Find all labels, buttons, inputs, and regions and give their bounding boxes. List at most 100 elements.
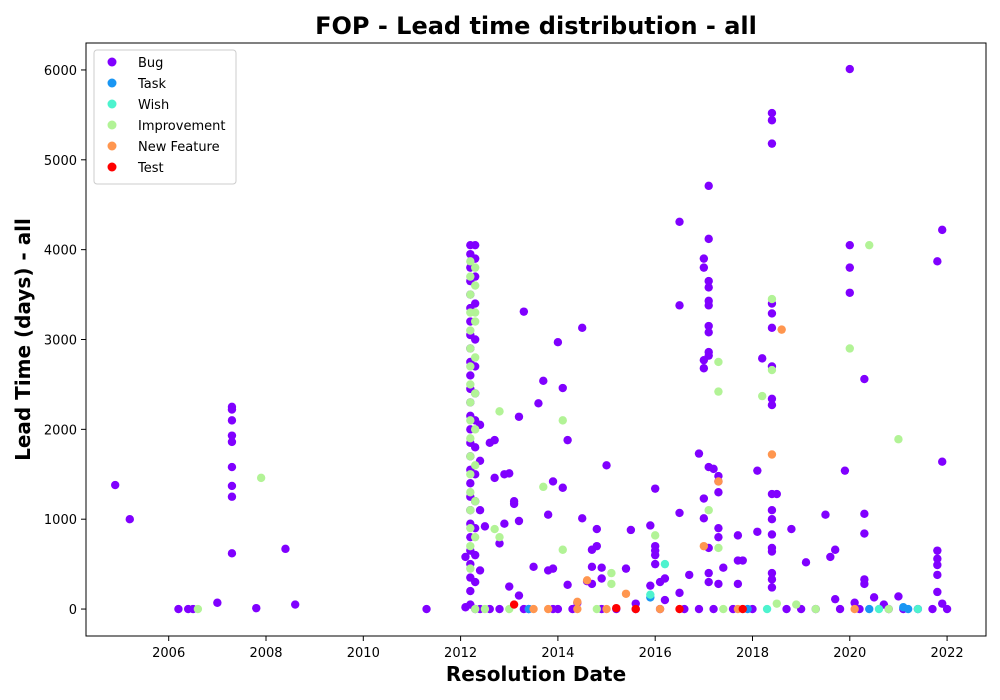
data-point <box>660 574 670 583</box>
data-point <box>767 294 777 304</box>
data-point <box>753 527 762 536</box>
data-point <box>466 326 475 335</box>
legend-marker <box>107 57 117 67</box>
data-point <box>466 344 475 353</box>
data-point <box>704 283 713 292</box>
data-point <box>767 400 777 410</box>
data-point <box>646 521 655 530</box>
x-tick-label: 2018 <box>736 646 769 661</box>
data-point <box>227 416 237 425</box>
data-point <box>539 376 548 386</box>
data-point <box>582 576 592 585</box>
data-point <box>767 309 777 318</box>
data-point <box>933 560 942 570</box>
data-point <box>227 462 237 472</box>
data-point <box>495 407 504 416</box>
data-point <box>227 431 237 440</box>
data-point <box>928 604 937 614</box>
data-point <box>699 494 709 503</box>
data-point <box>470 443 480 452</box>
data-point <box>573 597 582 607</box>
data-point <box>466 290 475 299</box>
data-point <box>913 604 923 614</box>
data-point <box>650 559 660 569</box>
data-point <box>461 552 470 562</box>
data-point <box>719 563 728 572</box>
data-point <box>227 481 237 491</box>
x-tick-label: 2022 <box>931 646 964 661</box>
data-point <box>660 559 670 569</box>
series-improvement <box>193 240 903 614</box>
data-point <box>758 391 767 401</box>
data-point <box>704 577 713 587</box>
data-point <box>704 328 713 337</box>
data-point <box>699 254 709 263</box>
data-point <box>714 387 723 396</box>
data-point <box>290 600 300 609</box>
data-point <box>558 545 567 554</box>
data-point <box>772 599 782 608</box>
data-point <box>704 506 713 515</box>
data-point <box>714 579 723 589</box>
data-point <box>495 532 504 542</box>
data-point <box>470 389 480 398</box>
data-point <box>767 139 777 148</box>
legend-marker <box>107 78 117 88</box>
data-point <box>850 604 859 614</box>
data-point <box>704 301 713 310</box>
data-point <box>738 604 747 614</box>
data-point <box>675 301 684 310</box>
y-tick-label: 4000 <box>44 244 77 259</box>
data-point <box>753 466 762 475</box>
data-point <box>466 586 475 596</box>
data-point <box>660 595 670 605</box>
data-point <box>845 64 854 74</box>
data-point <box>466 272 475 281</box>
data-point <box>840 466 850 475</box>
legend-label: Task <box>137 77 167 92</box>
data-point <box>719 604 728 614</box>
data-point <box>865 604 874 614</box>
data-point <box>558 416 567 425</box>
legend-label: Test <box>137 161 164 176</box>
data-point <box>470 550 480 560</box>
data-point <box>602 604 611 614</box>
data-point <box>675 217 684 226</box>
data-point <box>597 574 606 583</box>
y-tick-label: 1000 <box>44 513 77 528</box>
data-point <box>578 514 587 523</box>
data-point <box>733 531 743 540</box>
data-point <box>475 566 485 575</box>
series-test <box>509 600 747 614</box>
data-point <box>714 477 723 486</box>
data-point <box>256 473 266 483</box>
data-point <box>470 263 480 272</box>
y-tick-label: 0 <box>69 603 77 618</box>
series-new-feature <box>529 325 859 614</box>
data-point <box>534 399 543 408</box>
data-point <box>563 435 572 445</box>
data-point <box>787 524 796 534</box>
points-layer <box>110 64 952 614</box>
data-point <box>699 541 709 551</box>
data-point <box>495 539 504 548</box>
series-bug <box>110 64 952 614</box>
legend-label: Wish <box>138 98 169 113</box>
data-point <box>845 288 854 297</box>
x-tick-label: 2012 <box>444 646 477 661</box>
data-point <box>480 522 490 531</box>
data-point <box>470 577 480 587</box>
data-point <box>767 514 777 524</box>
data-point <box>466 398 475 407</box>
data-point <box>792 600 801 609</box>
data-point <box>738 556 747 565</box>
data-point <box>699 263 709 272</box>
data-point <box>470 425 480 434</box>
x-axis-title: Resolution Date <box>446 662 626 686</box>
data-point <box>227 549 237 558</box>
data-point <box>607 568 616 578</box>
data-point <box>777 325 786 334</box>
data-point <box>704 181 713 191</box>
data-point <box>514 516 524 526</box>
data-point <box>466 506 475 515</box>
